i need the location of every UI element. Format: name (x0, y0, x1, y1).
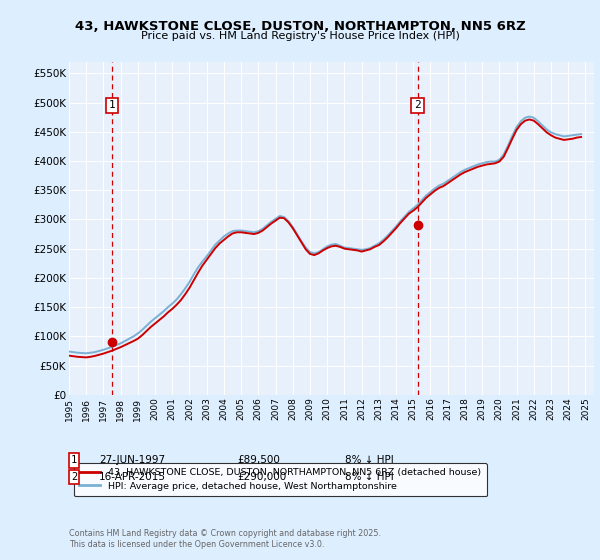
Text: 43, HAWKSTONE CLOSE, DUSTON, NORTHAMPTON, NN5 6RZ: 43, HAWKSTONE CLOSE, DUSTON, NORTHAMPTON… (74, 20, 526, 32)
Text: £290,000: £290,000 (237, 472, 286, 482)
Text: Contains HM Land Registry data © Crown copyright and database right 2025.
This d: Contains HM Land Registry data © Crown c… (69, 529, 381, 549)
Text: 8% ↓ HPI: 8% ↓ HPI (345, 472, 394, 482)
Text: £89,500: £89,500 (237, 455, 280, 465)
Text: 1: 1 (109, 100, 115, 110)
Text: 1: 1 (71, 455, 77, 465)
Legend: 43, HAWKSTONE CLOSE, DUSTON, NORTHAMPTON, NN5 6RZ (detached house), HPI: Average: 43, HAWKSTONE CLOSE, DUSTON, NORTHAMPTON… (74, 463, 487, 496)
Text: 27-JUN-1997: 27-JUN-1997 (99, 455, 165, 465)
Text: 8% ↓ HPI: 8% ↓ HPI (345, 455, 394, 465)
Text: Price paid vs. HM Land Registry's House Price Index (HPI): Price paid vs. HM Land Registry's House … (140, 31, 460, 41)
Text: 2: 2 (414, 100, 421, 110)
Text: 16-APR-2015: 16-APR-2015 (99, 472, 166, 482)
Text: 2: 2 (71, 472, 77, 482)
